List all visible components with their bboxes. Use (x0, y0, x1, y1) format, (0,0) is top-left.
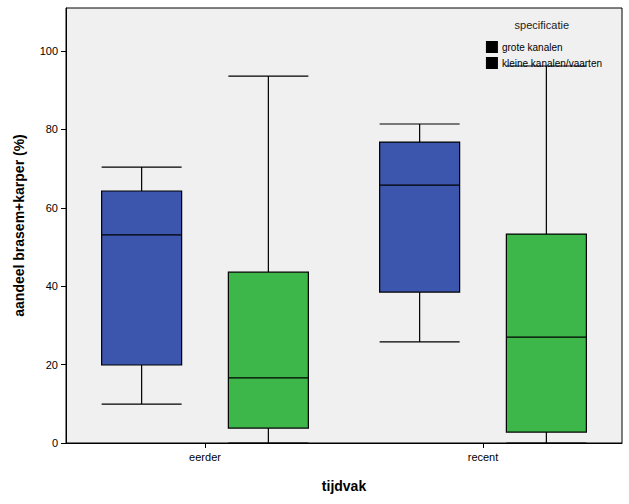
svg-text:0: 0 (52, 437, 58, 449)
svg-text:kleine kanalen/vaarten: kleine kanalen/vaarten (502, 58, 602, 69)
svg-text:60: 60 (46, 202, 58, 214)
svg-text:20: 20 (46, 359, 58, 371)
svg-text:aandeel brasem+karper (%): aandeel brasem+karper (%) (11, 134, 27, 316)
svg-text:80: 80 (46, 123, 58, 135)
svg-text:100: 100 (40, 45, 58, 57)
svg-text:tijdvak: tijdvak (322, 478, 367, 494)
svg-text:40: 40 (46, 280, 58, 292)
svg-text:grote kanalen: grote kanalen (502, 42, 563, 53)
svg-text:recent: recent (468, 451, 499, 463)
svg-text:eerder: eerder (189, 451, 221, 463)
svg-text:specificatie: specificatie (515, 19, 569, 31)
